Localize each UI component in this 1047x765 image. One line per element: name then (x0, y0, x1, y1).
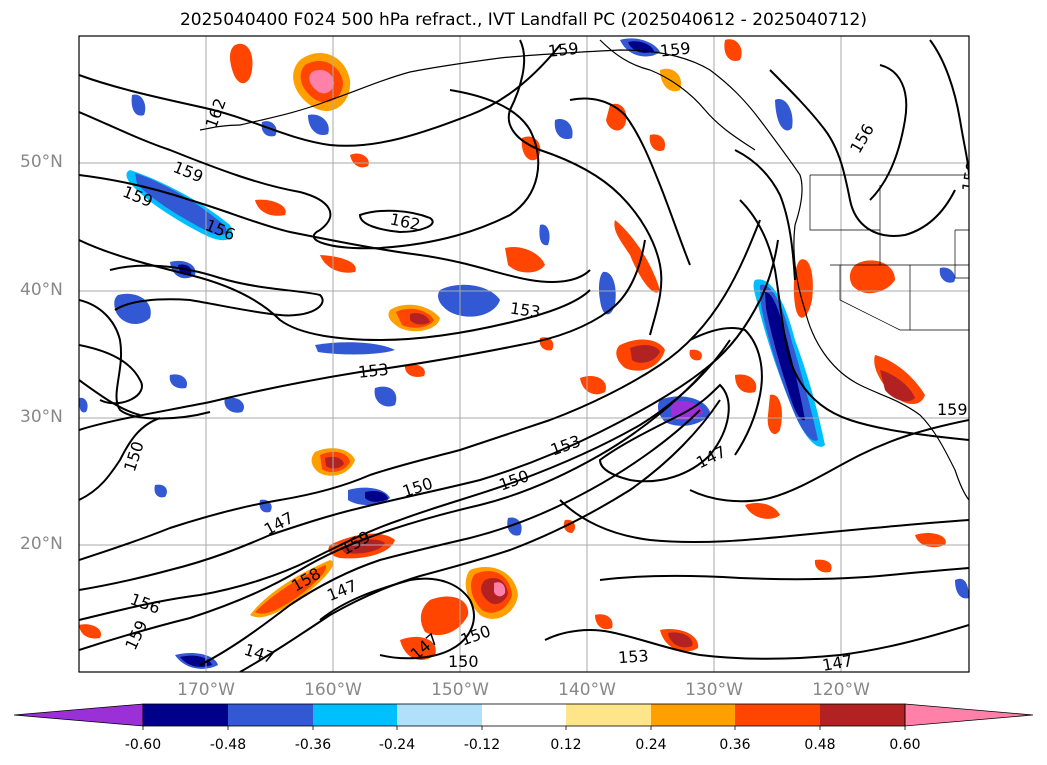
contour-label: 156 (202, 215, 237, 244)
colorbar-segment (482, 704, 566, 726)
map-title: 2025040400 F024 500 hPa refract., IVT La… (179, 10, 867, 30)
contour-label: 159 (937, 400, 968, 419)
shaded-anomaly-fills (79, 38, 969, 669)
contour-label: 147 (821, 651, 854, 675)
colorbar-segment (820, 704, 905, 726)
contour-label: 147 (261, 508, 297, 539)
colorbar-tick-label: 0.36 (719, 737, 751, 753)
lat-label: 20°N (20, 534, 63, 554)
state-borders (809, 174, 969, 331)
height-contours (79, 39, 969, 672)
lat-label: 50°N (20, 152, 63, 172)
colorbar-tick-label: -0.60 (124, 737, 162, 753)
colorbar-tick-label: -0.12 (463, 737, 501, 753)
colorbar-segment (651, 704, 735, 726)
colorbar-tick-label: -0.24 (378, 737, 416, 753)
colorbar-segment (566, 704, 651, 726)
lat-label: 30°N (20, 407, 63, 427)
contour-label: 156 (846, 121, 878, 157)
colorbar-tick-label: 0.60 (889, 737, 921, 753)
contour-label: 150 (448, 652, 479, 671)
lon-label: 160°W (304, 680, 362, 700)
contour-label: 159 (659, 39, 691, 61)
colorbar-tick-label: 0.24 (635, 737, 667, 753)
lon-label: 150°W (431, 680, 489, 700)
contour-label: 150 (400, 474, 435, 502)
colorbar-segment (313, 704, 397, 726)
positive-anomaly-fills (79, 39, 946, 660)
contour-label: 159 (121, 617, 151, 653)
colorbar-tick-label: -0.48 (209, 737, 247, 753)
colorbar-segment (143, 704, 228, 726)
plot-frame (78, 35, 970, 673)
contour-label: 147 (693, 442, 729, 472)
contour-label: 150 (458, 621, 493, 649)
gridlines (79, 36, 969, 672)
colorbar (13, 703, 1034, 730)
lon-label: 130°W (685, 680, 743, 700)
contour-label: 150 (120, 439, 148, 474)
negative-anomaly-fills (79, 38, 969, 669)
contour-label: 159 (547, 39, 579, 61)
contour-label: 156 (128, 589, 163, 617)
colorbar-tick-label: 0.12 (550, 737, 582, 753)
lon-label: 120°W (812, 680, 870, 700)
colorbar-tick-label: -0.36 (294, 737, 332, 753)
contour-label: 147 (242, 640, 277, 668)
contour-label: 159 (958, 160, 982, 193)
contour-label: 153 (509, 299, 542, 322)
colorbar-arrow-left (13, 703, 144, 727)
colorbar-arrow-right (904, 703, 1034, 727)
contour-label: 153 (357, 360, 389, 382)
lon-label: 140°W (558, 680, 616, 700)
colorbar-tick-label: 0.48 (804, 737, 836, 753)
coastlines (199, 39, 969, 501)
lat-label: 40°N (20, 280, 63, 300)
colorbar-segment (228, 704, 313, 726)
colorbar-segment (397, 704, 482, 726)
contour-label: 147 (324, 576, 359, 605)
colorbar-segment (735, 704, 820, 726)
contour-label: 153 (617, 646, 649, 667)
contour-labels: 159 159 162 159 159 156 162 153 153 150 … (120, 39, 982, 675)
lon-label: 170°W (177, 680, 235, 700)
